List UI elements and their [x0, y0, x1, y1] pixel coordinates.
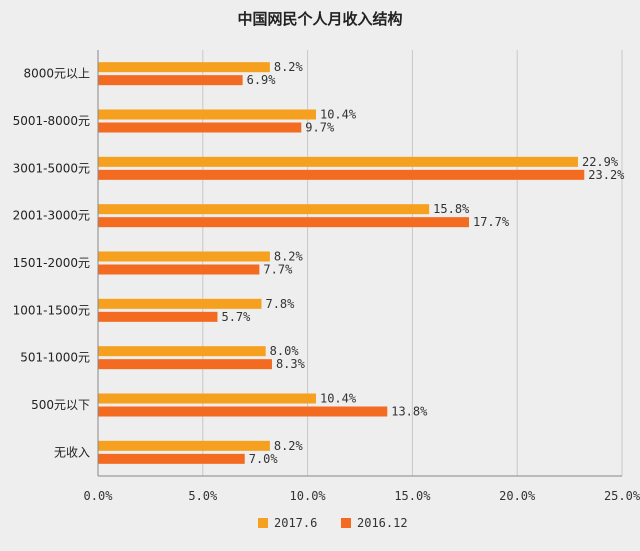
- legend: 2017.6 2016.12: [258, 516, 408, 530]
- bar: [98, 440, 270, 451]
- data-label: 17.7%: [473, 215, 510, 229]
- bar: [98, 346, 266, 357]
- category-label: 500元以下: [31, 398, 90, 412]
- bar: [98, 75, 243, 86]
- bar: [98, 204, 430, 215]
- bar: [98, 359, 272, 370]
- data-label: 5.7%: [221, 310, 251, 324]
- data-label: 8.2%: [274, 439, 304, 453]
- data-label: 7.8%: [265, 297, 295, 311]
- bar: [98, 393, 316, 404]
- data-label: 7.7%: [263, 263, 293, 277]
- data-label: 6.9%: [247, 73, 277, 87]
- data-label: 7.0%: [249, 452, 279, 466]
- x-tick-label: 10.0%: [290, 489, 327, 503]
- x-tick-label: 25.0%: [604, 489, 640, 503]
- data-label: 8.2%: [274, 250, 304, 264]
- data-label: 9.7%: [305, 121, 335, 135]
- x-tick-label: 20.0%: [499, 489, 536, 503]
- bar: [98, 169, 585, 180]
- data-label: 15.8%: [433, 202, 470, 216]
- chart-title: 中国网民个人月收入结构: [237, 10, 402, 28]
- category-label: 501-1000元: [20, 351, 90, 365]
- bar: [98, 156, 578, 167]
- axes: 0.0% 5.0% 10.0% 15.0% 20.0% 25.0% 8000元以上 5001-…: [13, 50, 640, 503]
- legend-label: 2016.12: [357, 516, 408, 530]
- category-label: 8000元以上: [23, 67, 90, 81]
- bar: [98, 251, 270, 262]
- bar: [98, 62, 270, 73]
- bar: [98, 109, 316, 120]
- category-label: 无收入: [54, 445, 90, 459]
- bar: [98, 311, 218, 322]
- category-label: 3001-5000元: [13, 161, 90, 175]
- category-label: 5001-8000元: [13, 114, 90, 128]
- bars: 8.2%6.9%10.4%9.7%22.9%23.2%15.8%17.7%8.2…: [98, 60, 625, 466]
- category-label: 1001-1500元: [13, 303, 90, 317]
- data-label: 22.9%: [582, 155, 619, 169]
- bar: [98, 406, 388, 417]
- data-label: 8.3%: [276, 357, 306, 371]
- data-label: 13.8%: [391, 405, 428, 419]
- legend-label: 2017.6: [274, 516, 317, 530]
- bar: [98, 264, 260, 275]
- category-label: 1501-2000元: [13, 256, 90, 270]
- x-tick-label: 15.0%: [394, 489, 431, 503]
- data-label: 23.2%: [588, 168, 625, 182]
- data-label: 10.4%: [320, 392, 357, 406]
- x-tick-label: 5.0%: [188, 489, 218, 503]
- legend-swatch: [341, 518, 351, 528]
- data-label: 8.2%: [274, 60, 304, 74]
- category-label: 2001-3000元: [13, 209, 90, 223]
- legend-swatch: [258, 518, 268, 528]
- bar: [98, 298, 262, 309]
- data-label: 10.4%: [320, 108, 357, 122]
- data-label: 8.0%: [270, 344, 300, 358]
- bar: [98, 217, 469, 228]
- bar: [98, 453, 245, 464]
- bar: [98, 122, 302, 133]
- x-tick-label: 0.0%: [84, 489, 114, 503]
